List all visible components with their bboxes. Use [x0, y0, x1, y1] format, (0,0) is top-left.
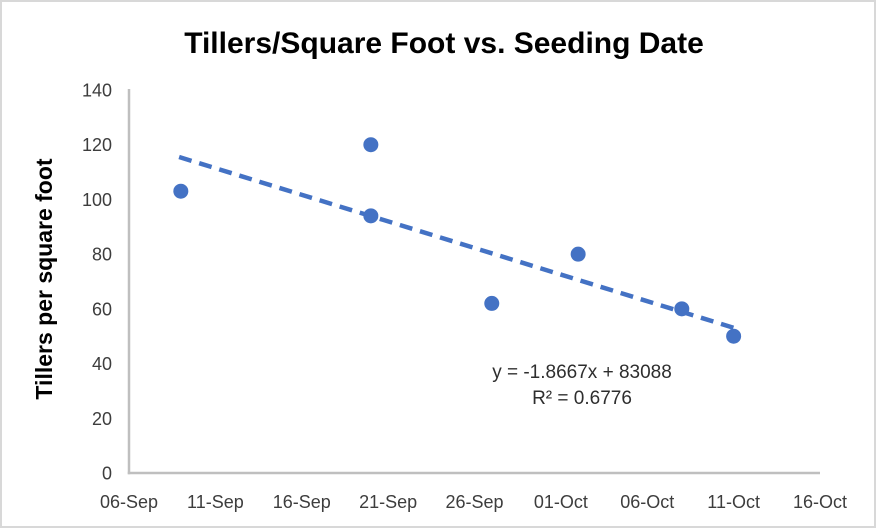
x-tick-label: 16-Oct [793, 492, 847, 512]
y-tick-label: 140 [82, 81, 112, 101]
data-point [674, 301, 690, 317]
data-point [726, 328, 742, 344]
x-tick-label: 01-Oct [534, 492, 588, 512]
y-tick-label: 40 [92, 354, 112, 374]
data-point [173, 183, 189, 199]
trendline [178, 154, 740, 332]
x-tick-label: 11-Sep [187, 492, 244, 512]
data-point [570, 246, 586, 262]
x-tick-label: 11-Oct [707, 492, 760, 512]
y-tick-label: 20 [92, 409, 112, 429]
trendline-equation: y = -1.8667x + 83088 [492, 362, 672, 383]
x-tick-label: 16-Sep [273, 492, 331, 512]
chart-title: Tillers/Square Foot vs. Seeding Date [184, 27, 704, 60]
trendline-label: y = -1.8667x + 83088 R² = 0.6776 [432, 360, 732, 412]
x-tick-label: 06-Sep [100, 492, 158, 512]
x-tick-label: 06-Oct [620, 492, 674, 512]
x-tick-label: 26-Sep [445, 492, 503, 512]
y-tick-label: 120 [82, 135, 112, 155]
data-point [363, 208, 379, 224]
y-tick-label: 0 [102, 464, 112, 484]
data-point [363, 137, 379, 153]
r-squared-value: R² = 0.6776 [532, 388, 632, 409]
data-point [484, 295, 500, 311]
y-tick-label: 60 [92, 299, 112, 319]
y-tick-label: 100 [82, 190, 112, 210]
y-tick-label: 80 [92, 245, 112, 265]
x-tick-label: 21-Sep [359, 492, 417, 512]
